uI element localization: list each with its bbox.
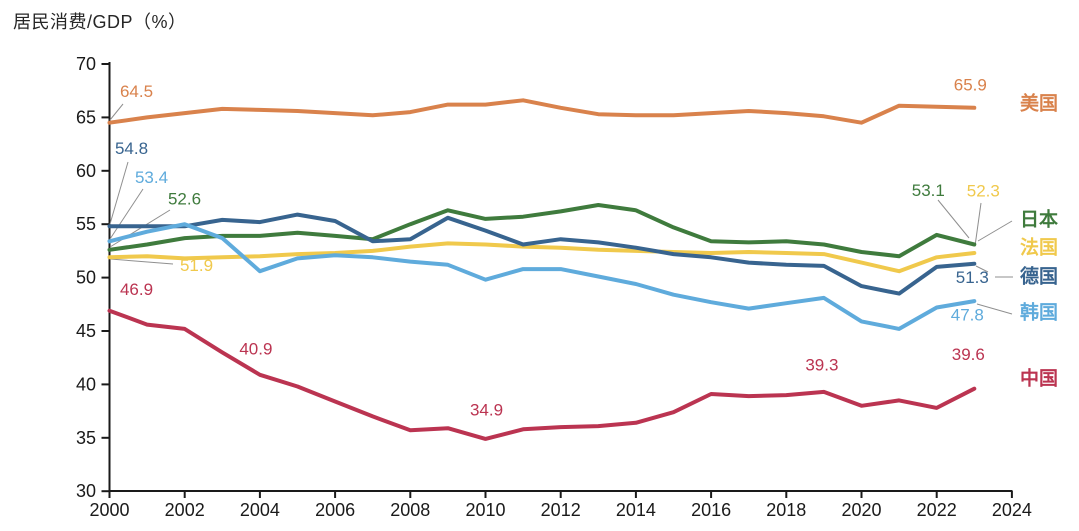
annotation-leader-line <box>974 202 982 247</box>
annotation-leader-line <box>977 220 1013 242</box>
annotation-france-2000: 51.9 <box>180 256 213 275</box>
y-tick-label: 45 <box>76 321 96 341</box>
annotation-china-2019: 39.3 <box>805 355 838 374</box>
annotation-korea-2000: 53.4 <box>135 168 168 187</box>
annotation-china-2000: 46.9 <box>120 280 153 299</box>
annotation-france-2023: 52.3 <box>967 182 1000 201</box>
series-line-china <box>107 308 977 441</box>
x-tick-label: 2006 <box>315 500 355 520</box>
annotation-leader-line <box>109 258 174 265</box>
annotation-china-2023: 39.6 <box>952 345 985 364</box>
annotation-korea-2023: 47.8 <box>951 306 984 325</box>
series-label-france: 法国 <box>1020 236 1058 259</box>
y-tick-label: 55 <box>76 214 96 234</box>
annotation-leader-line <box>937 199 970 239</box>
annotation-japan-2000: 52.6 <box>168 189 201 208</box>
y-tick-label: 40 <box>76 374 96 394</box>
series-label-germany: 德国 <box>1020 265 1058 288</box>
x-tick-label: 2020 <box>841 500 881 520</box>
series-label-china: 中国 <box>1020 367 1058 390</box>
annotation-usa-2023: 65.9 <box>954 75 987 94</box>
annotation-leader-line <box>109 209 171 248</box>
annotation-leader-line <box>109 188 144 240</box>
x-tick-label: 2000 <box>89 500 129 520</box>
x-tick-label: 2024 <box>992 500 1032 520</box>
x-tick-label: 2002 <box>165 500 205 520</box>
x-tick-label: 2008 <box>390 500 430 520</box>
series-label-korea: 韩国 <box>1020 301 1058 324</box>
chart-title: 居民消费/GDP（%） <box>13 12 187 32</box>
annotation-germany-2000: 54.8 <box>115 139 148 158</box>
annotation-leader-line <box>976 303 1013 315</box>
x-tick-label: 2018 <box>766 500 806 520</box>
annotation-china-2010: 34.9 <box>470 400 503 419</box>
y-tick-label: 35 <box>76 428 96 448</box>
y-tick-label: 60 <box>76 161 96 181</box>
annotation-leader-line <box>975 265 989 273</box>
series-line-germany <box>107 212 977 296</box>
series-line-korea <box>107 222 977 331</box>
x-tick-label: 2014 <box>616 500 656 520</box>
series-label-usa: 美国 <box>1020 92 1058 115</box>
y-tick-label: 70 <box>76 54 96 74</box>
x-tick-label: 2022 <box>917 500 957 520</box>
annotation-leader-line <box>109 103 124 121</box>
x-tick-label: 2012 <box>541 500 581 520</box>
x-tick-label: 2010 <box>465 500 505 520</box>
x-tick-label: 2004 <box>240 500 280 520</box>
annotation-usa-2000: 64.5 <box>120 82 153 101</box>
annotation-leader-line <box>109 161 129 225</box>
series-line-usa <box>107 98 977 125</box>
annotation-china-2004: 40.9 <box>239 339 272 358</box>
y-tick-label: 50 <box>76 268 96 288</box>
series-label-japan: 日本 <box>1020 208 1058 231</box>
y-tick-label: 30 <box>76 481 96 501</box>
y-tick-label: 65 <box>76 107 96 127</box>
x-tick-label: 2016 <box>691 500 731 520</box>
annotation-japan-2023: 53.1 <box>912 181 945 200</box>
series-line-japan <box>107 203 977 259</box>
annotation-germany-2023: 51.3 <box>956 268 989 287</box>
series-line-france <box>107 241 977 274</box>
